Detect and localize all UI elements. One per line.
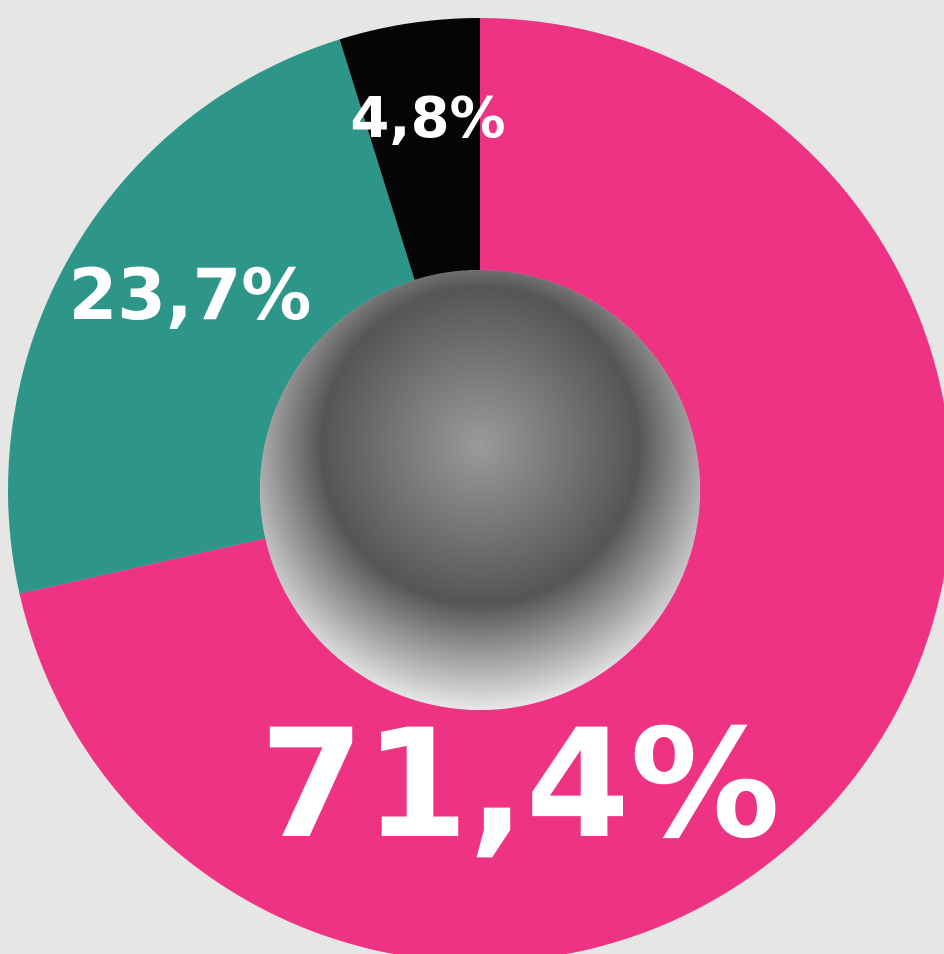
donut-segment: [8, 39, 415, 594]
photo: [260, 270, 700, 710]
donut: [8, 18, 944, 954]
value-label: 23,7%: [69, 254, 312, 336]
donut-segment: [339, 18, 480, 280]
value-label: 4,8%: [350, 86, 505, 151]
value-label: 71,4%: [260, 698, 780, 872]
labels: 71,4% 23,7% 4,8%: [69, 86, 781, 872]
donut-segment: [19, 18, 944, 954]
